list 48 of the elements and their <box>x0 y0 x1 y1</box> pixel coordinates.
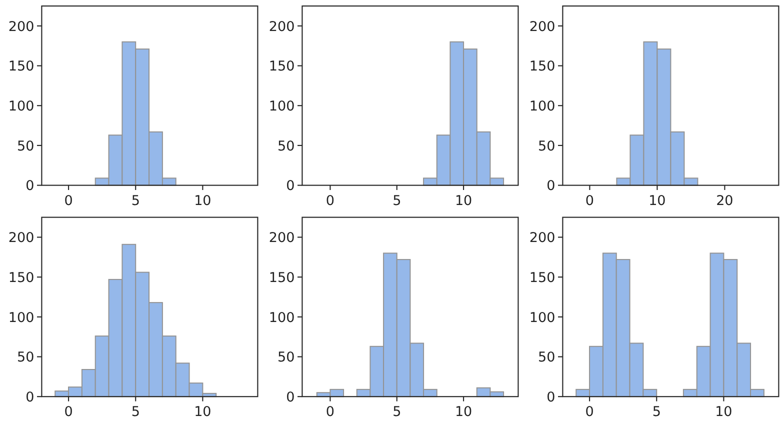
y-tick-label: 200 <box>529 18 556 35</box>
x-tick-label: 0 <box>585 192 594 209</box>
y-tick-label: 100 <box>8 98 34 114</box>
y-tick-label: 50 <box>17 138 34 154</box>
y-tick-label: 150 <box>268 270 295 286</box>
y-tick-label: 50 <box>278 138 295 154</box>
x-tick-label: 10 <box>715 404 732 420</box>
y-tick-label: 50 <box>538 138 556 154</box>
y-tick-label: 100 <box>529 310 556 326</box>
y-tick-label: 100 <box>268 310 295 326</box>
y-tick-label: 100 <box>8 310 34 326</box>
x-tick-label: 10 <box>454 404 472 420</box>
x-tick-label: 0 <box>64 192 73 209</box>
y-tick-label: 200 <box>268 230 295 246</box>
y-tick-label: 200 <box>529 230 556 246</box>
y-tick-label: 0 <box>546 178 556 194</box>
y-tick-label: 50 <box>278 350 295 366</box>
y-tick-label: 150 <box>8 58 34 75</box>
x-tick-label: 10 <box>194 192 212 209</box>
x-tick-label: 5 <box>131 192 140 209</box>
y-tick-label: 0 <box>26 178 34 194</box>
x-tick-label: 5 <box>392 192 402 209</box>
y-tick-label: 100 <box>268 98 295 114</box>
x-tick-label: 10 <box>648 192 666 209</box>
x-tick-label: 5 <box>392 404 402 420</box>
y-tick-label: 150 <box>529 270 556 286</box>
y-tick-label: 50 <box>538 350 556 366</box>
y-tick-label: 0 <box>286 178 295 194</box>
y-tick-label: 200 <box>8 230 34 246</box>
y-tick-label: 200 <box>268 18 295 35</box>
y-tick-label: 200 <box>8 18 34 35</box>
x-tick-label: 5 <box>131 404 140 420</box>
x-tick-label: 20 <box>716 192 734 209</box>
y-tick-label: 150 <box>529 58 556 75</box>
x-tick-label: 0 <box>64 404 73 420</box>
x-tick-label: 10 <box>454 192 472 209</box>
y-tick-label: 0 <box>26 389 34 406</box>
y-tick-label: 0 <box>286 389 295 406</box>
y-tick-label: 50 <box>17 350 34 366</box>
x-tick-label: 0 <box>585 404 594 420</box>
y-tick-label: 0 <box>546 389 556 406</box>
y-tick-label: 150 <box>268 58 295 75</box>
x-tick-label: 0 <box>326 404 334 420</box>
x-tick-label: 5 <box>652 404 661 420</box>
y-tick-label: 150 <box>8 270 34 286</box>
x-tick-label: 0 <box>326 192 334 209</box>
y-tick-label: 100 <box>529 98 556 114</box>
x-tick-label: 10 <box>194 404 212 420</box>
